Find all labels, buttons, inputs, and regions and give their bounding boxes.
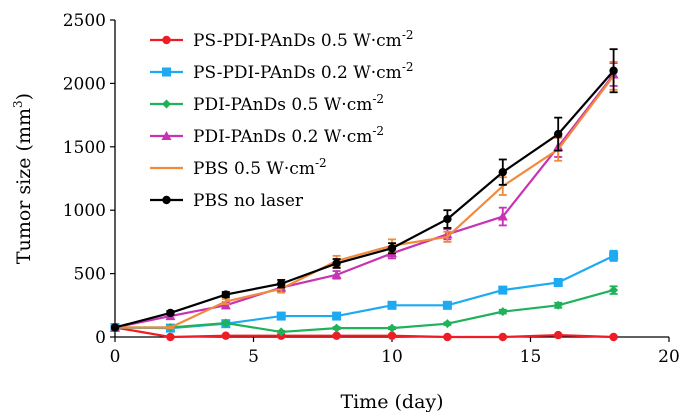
series-line (114, 73, 615, 329)
data-point (554, 129, 563, 139)
legend-label: PDI-PAnDs 0.2 W·cm-2 (193, 124, 384, 147)
data-point (609, 251, 619, 261)
y-axis-title-main: Tumor size (mm (13, 108, 35, 264)
data-point (498, 307, 508, 317)
legend-label-text: PS-PDI-PAnDs 0.5 W·cm (193, 31, 402, 51)
y-tick-label: 1500 (63, 138, 106, 158)
ticks: 0 5 10 15 20 0 500 1000 1500 2000 2500 (63, 11, 680, 367)
legend-label-superscript: -2 (315, 156, 327, 170)
data-point (609, 285, 619, 295)
data-point (554, 330, 563, 340)
series-layer (110, 48, 619, 342)
data-point (387, 244, 397, 253)
legend-marker (162, 195, 171, 205)
y-tick-label: 1000 (63, 201, 106, 221)
x-axis-title: Time (day) (340, 391, 443, 412)
data-point (166, 332, 175, 342)
data-point (277, 279, 286, 288)
data-point (442, 300, 452, 310)
y-tick-label: 500 (74, 265, 106, 285)
y-axis-title-superscript: 3 (11, 100, 25, 108)
legend-entry: PBS 0.5 W·cm-2 (150, 156, 327, 179)
y-tick-label: 2000 (63, 74, 106, 94)
data-point (553, 300, 563, 310)
legend-label-superscript: -2 (372, 124, 384, 138)
legend-entry: PS-PDI-PAnDs 0.2 W·cm-2 (150, 60, 414, 83)
legend-label: PDI-PAnDs 0.5 W·cm-2 (193, 92, 384, 115)
data-point (498, 167, 507, 177)
data-point (498, 285, 508, 295)
legend-label: PS-PDI-PAnDs 0.2 W·cm-2 (193, 60, 414, 83)
data-point (332, 323, 342, 333)
x-tick-label: 0 (110, 347, 121, 367)
series-5 (110, 48, 618, 332)
x-tick-label: 20 (658, 347, 680, 367)
legend: PS-PDI-PAnDs 0.5 W·cm-2PS-PDI-PAnDs 0.2 … (150, 28, 414, 211)
data-point (276, 311, 286, 321)
data-point (221, 318, 231, 328)
legend-entry: PDI-PAnDs 0.2 W·cm-2 (150, 124, 384, 147)
legend-label-superscript: -2 (372, 92, 384, 106)
y-tick-label: 0 (95, 328, 106, 348)
data-point (331, 269, 342, 279)
legend-label-text: PS-PDI-PAnDs 0.2 W·cm (193, 63, 402, 83)
data-point (498, 332, 507, 342)
data-point (609, 66, 618, 75)
series-line (114, 69, 615, 329)
legend-entry: PDI-PAnDs 0.5 W·cm-2 (150, 92, 384, 115)
legend-label-superscript: -2 (402, 28, 414, 42)
legend-label: PBS 0.5 W·cm-2 (193, 156, 327, 179)
data-point (387, 323, 397, 333)
legend-label-text: PBS 0.5 W·cm (193, 159, 315, 179)
y-tick-label: 2500 (63, 11, 106, 31)
legend-label-text: PDI-PAnDs 0.2 W·cm (193, 127, 372, 147)
series-3 (110, 62, 619, 332)
x-tick-label: 15 (520, 347, 542, 367)
legend-label-superscript: -2 (402, 60, 414, 74)
legend-marker (162, 99, 171, 109)
data-point (387, 300, 397, 310)
legend-marker (161, 131, 172, 140)
data-point (110, 323, 120, 332)
series-line (115, 75, 615, 329)
data-point (387, 331, 397, 340)
data-point (166, 308, 175, 318)
data-point (443, 214, 452, 224)
series-line (115, 289, 614, 334)
y-axis-title-end: ) (13, 93, 35, 100)
legend-marker (162, 67, 171, 77)
legend-label: PBS no laser (193, 191, 304, 211)
series-line (114, 326, 614, 339)
data-point (276, 327, 286, 337)
x-tick-label: 5 (248, 347, 259, 367)
legend-label: PS-PDI-PAnDs 0.5 W·cm-2 (193, 28, 414, 51)
data-point (553, 277, 563, 287)
legend-label-text: PBS no laser (193, 191, 304, 211)
data-point (332, 311, 342, 321)
legend-label-text: PDI-PAnDs 0.5 W·cm (193, 95, 372, 115)
y-axis-title: Tumor size (mm3) (11, 93, 35, 264)
data-point (443, 332, 452, 342)
legend-entry: PS-PDI-PAnDs 0.5 W·cm-2 (150, 28, 414, 51)
legend-marker (162, 35, 171, 45)
x-tick-label: 10 (381, 347, 403, 367)
data-point (497, 211, 508, 221)
data-point (442, 319, 452, 329)
data-point (332, 259, 341, 268)
data-point (221, 290, 230, 299)
legend-entry: PBS no laser (150, 191, 304, 211)
data-point (221, 331, 230, 340)
data-point (332, 331, 341, 340)
data-point (609, 332, 618, 342)
